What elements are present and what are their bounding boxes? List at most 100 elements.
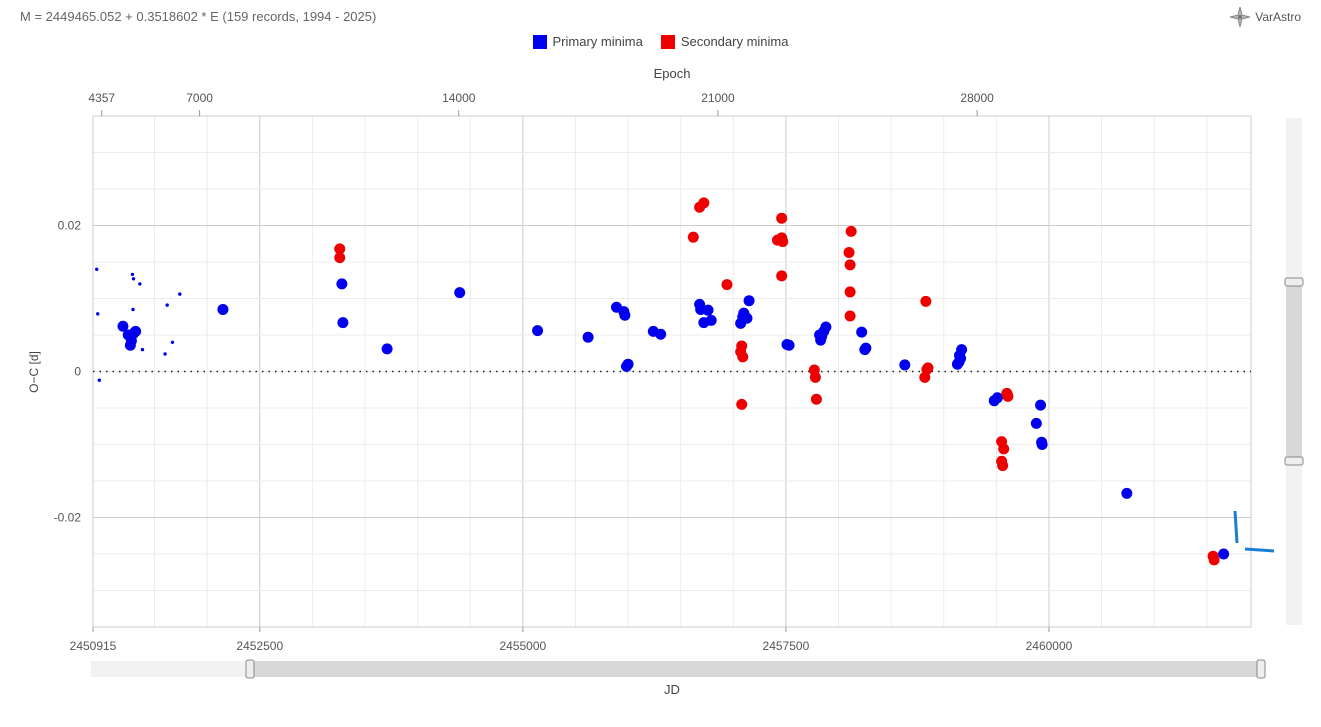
primary-minimum-point (1030, 417, 1042, 429)
secondary-minimum-point (1208, 554, 1220, 566)
varastro-logo[interactable]: VarAstro (1229, 6, 1301, 28)
primary-minimum-point (818, 325, 830, 337)
legend-swatch-primary (532, 34, 547, 49)
primary-minimum-point (743, 295, 755, 307)
epoch-tick-label: 14000 (442, 91, 476, 105)
primary-minimum-point (1121, 487, 1133, 499)
primary-minimum-point (741, 312, 753, 324)
primary-minimum-small-point (131, 277, 136, 281)
secondary-minimum-point (843, 247, 855, 259)
primary-minimum-point (622, 358, 634, 370)
secondary-minimum-point (737, 351, 749, 363)
secondary-minimum-point (698, 197, 710, 209)
primary-minimum-point (735, 317, 747, 329)
secondary-minimum-point (845, 225, 857, 237)
primary-minimum-point (815, 334, 827, 346)
secondary-minimum-point (922, 362, 934, 374)
data-points (94, 197, 1230, 566)
secondary-minimum-point (919, 371, 931, 383)
secondary-minimum-point (920, 295, 932, 307)
primary-minimum-point (1218, 548, 1230, 560)
secondary-minimum-point (808, 364, 820, 376)
secondary-minimum-point (1207, 550, 1219, 562)
epoch-axis-ticks: 4357 7000 14000 21000 28000 (88, 91, 994, 116)
y-tick-label: 0.02 (58, 219, 82, 233)
x-tick-label: 2450915 (70, 639, 117, 653)
y-range-slider-bottom-handle (1284, 456, 1304, 466)
x-tick-label: 2460000 (1026, 639, 1073, 653)
y-range-slider-track (1286, 118, 1302, 625)
secondary-minimum-point (997, 460, 1009, 472)
compass-icon (1230, 6, 1251, 28)
grid-lines (93, 116, 1251, 627)
legend-item-primary[interactable]: Primary minima (532, 34, 643, 49)
secondary-minimum-point (776, 270, 788, 282)
x-range-slider-track (91, 661, 1261, 677)
primary-minimum-point (619, 309, 631, 321)
legend-swatch-secondary (660, 34, 675, 49)
primary-minimum-point (117, 320, 129, 332)
secondary-minimum-point (776, 212, 788, 224)
x-tick-label: 2452500 (236, 639, 283, 653)
primary-minimum-point (694, 298, 706, 310)
primary-minimum-point (737, 311, 749, 323)
y-range-slider-top-handle (1284, 277, 1304, 287)
secondary-minimum-point (776, 232, 788, 244)
primary-minimum-small-point (163, 352, 167, 356)
primary-minimum-point (820, 321, 832, 333)
primary-minimum-point (860, 342, 872, 354)
primary-minimum-point (899, 359, 911, 371)
secondary-minimum-point (771, 234, 783, 246)
primary-minimum-small-point (170, 340, 175, 344)
primary-minimum-point (125, 335, 137, 347)
secondary-minimum-point (844, 259, 856, 271)
epoch-tick-label: 7000 (186, 91, 213, 105)
secondary-minimum-point (694, 201, 706, 213)
ephemeris-formula: M = 2449465.052 + 0.3518602 * E (159 rec… (20, 9, 377, 24)
primary-minimum-point (122, 329, 134, 341)
primary-minimum-point (988, 395, 1000, 407)
primary-minimum-point (816, 330, 828, 342)
secondary-minimum-point (809, 371, 821, 383)
x-axis-ticks: 2450915 2452500 2455000 2457500 2460000 (70, 627, 1073, 653)
x-tick-label: 2457500 (763, 639, 810, 653)
primary-minimum-point (955, 352, 967, 364)
secondary-minimum-point (1002, 390, 1014, 402)
primary-minimum-point (618, 306, 630, 318)
y-tick-label: -0.02 (54, 511, 82, 525)
secondary-minimum-point (736, 398, 748, 410)
primary-minimum-small-point (165, 303, 169, 307)
primary-minimum-point (610, 301, 622, 313)
epoch-tick-label: 28000 (960, 91, 994, 105)
secondary-minimum-point (334, 243, 346, 255)
primary-minimum-point (336, 278, 348, 290)
primary-minimum-point (130, 325, 142, 337)
primary-minimum-small-point (94, 267, 99, 271)
primary-minimum-point (1036, 436, 1048, 448)
legend-label-secondary: Secondary minima (680, 34, 789, 49)
primary-minimum-point (814, 329, 826, 341)
legend-label-primary: Primary minima (552, 34, 643, 49)
primary-minimum-point (991, 392, 1003, 404)
primary-minimum-point (1036, 439, 1048, 450)
x-range-slider-selection (250, 661, 1261, 677)
primary-minimum-point (381, 343, 393, 355)
y-tick-label: 0 (74, 365, 81, 379)
cursor-crosshair-vertical (1233, 510, 1239, 544)
primary-minimum-point (620, 360, 632, 372)
secondary-minimum-point (844, 286, 856, 298)
legend-item-secondary[interactable]: Secondary minima (660, 34, 789, 49)
secondary-minimum-point (810, 393, 822, 405)
primary-minimum-small-point (96, 312, 100, 316)
secondary-minimum-point (998, 443, 1010, 455)
x-range-slider-right-handle (1256, 659, 1266, 679)
y-axis-ticks: -0.02 0 0.02 (54, 219, 82, 525)
y-axis-label: O−C [d] (27, 351, 41, 393)
epoch-tick-label: 21000 (701, 91, 735, 105)
cursor-crosshair-horizontal (1244, 547, 1275, 553)
primary-minimum-point (582, 331, 594, 343)
y-range-slider-selection (1286, 282, 1302, 461)
primary-minimum-point (698, 317, 710, 329)
epoch-tick-label: 4357 (88, 91, 115, 105)
